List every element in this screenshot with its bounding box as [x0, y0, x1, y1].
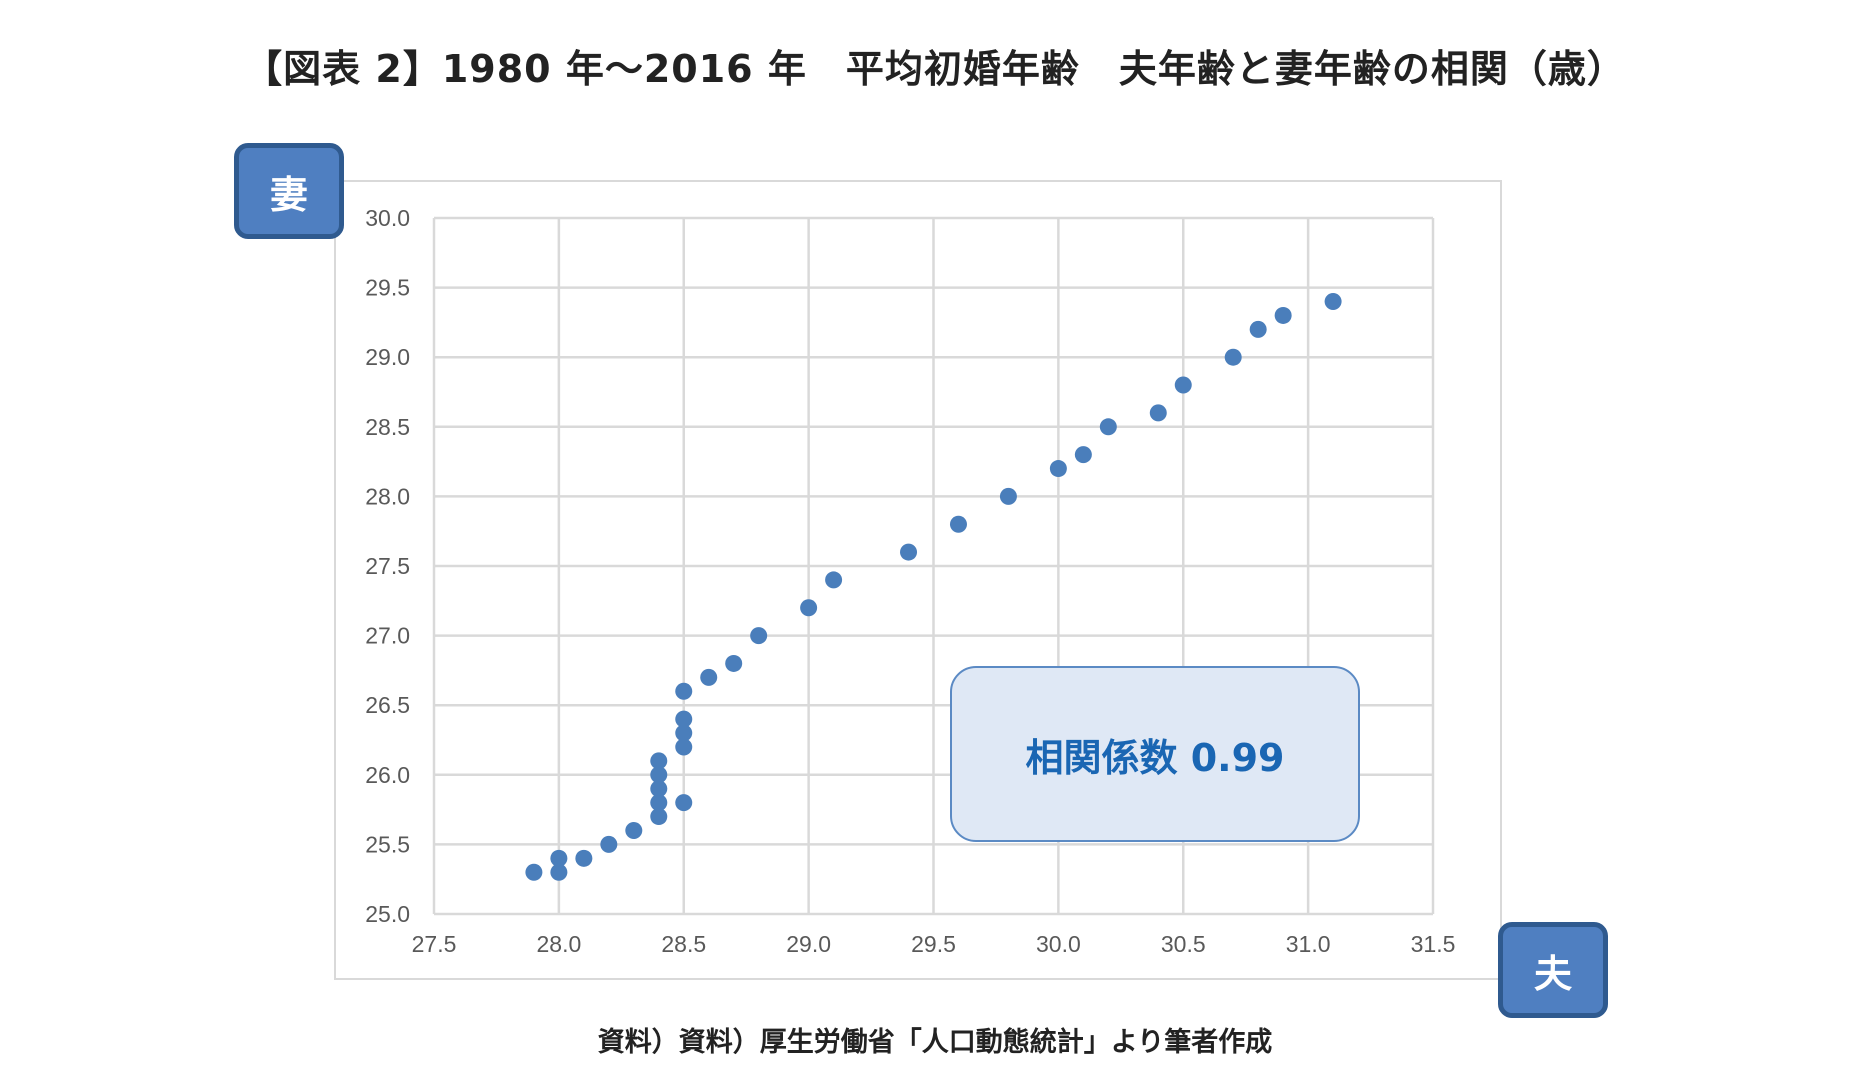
data-point	[1099, 418, 1117, 436]
data-point	[900, 543, 918, 561]
data-point	[675, 738, 693, 756]
data-point	[800, 599, 818, 617]
data-point	[999, 487, 1017, 505]
correlation-text: 相関係数 0.99	[1025, 735, 1285, 780]
y-tick-label: 25.5	[365, 831, 410, 857]
x-tick-label: 29.0	[786, 931, 831, 957]
data-point	[525, 863, 543, 881]
data-point	[550, 863, 568, 881]
data-point	[1174, 376, 1192, 394]
data-point	[1074, 446, 1092, 464]
y-tick-label: 25.0	[365, 901, 410, 927]
point-layer	[525, 293, 1342, 881]
y-tick-label: 28.5	[365, 414, 410, 440]
x-tick-label: 31.0	[1286, 931, 1331, 957]
data-point	[675, 710, 693, 728]
x-tick-label: 27.5	[412, 931, 457, 957]
data-point	[600, 835, 618, 853]
y-tick-label: 29.0	[365, 344, 410, 370]
data-point	[675, 724, 693, 742]
data-point	[625, 821, 643, 839]
source-note: 資料）資料）厚生労働省「人口動態統計」より筆者作成	[597, 1027, 1273, 1058]
data-point	[700, 668, 718, 686]
y-tick-label: 29.5	[365, 275, 410, 301]
x-axis-tag-husband: 夫	[1498, 922, 1608, 1018]
data-point	[1224, 348, 1242, 366]
data-point	[1149, 404, 1167, 422]
x-tick-label: 28.0	[536, 931, 581, 957]
data-point	[750, 627, 768, 645]
x-tick-label: 30.5	[1161, 931, 1206, 957]
data-point	[650, 794, 668, 812]
x-tick-label: 31.5	[1411, 931, 1456, 957]
chart-frame: 27.5 28.0 28.5 29.0 29.5 30.0 30.5 31.0 31.5 30.0…	[334, 180, 1502, 980]
scatter-plot: 27.5 28.0 28.5 29.0 29.5 30.0 30.5 31.0 31.5 30.0…	[365, 205, 1455, 957]
y-tick-label: 27.0	[365, 623, 410, 649]
data-point	[650, 808, 668, 826]
data-point	[1049, 460, 1067, 478]
grid-layer	[432, 216, 1435, 916]
data-point	[675, 682, 693, 700]
data-point	[1324, 293, 1342, 311]
x-tick-label: 30.0	[1036, 931, 1081, 957]
axis-layer: 27.5 28.0 28.5 29.0 29.5 30.0 30.5 31.0 31.5 30.0…	[365, 205, 1455, 957]
data-point	[650, 752, 668, 770]
chart-title: 【図表 2】1980 年～2016 年 平均初婚年齢 夫年齢と妻年齢の相関（歳）	[244, 47, 1626, 91]
y-tick-label: 28.0	[365, 483, 410, 509]
data-point	[650, 780, 668, 798]
x-tick-label: 28.5	[661, 931, 706, 957]
data-point	[650, 766, 668, 784]
y-axis-tag-wife: 妻	[234, 143, 344, 239]
data-point	[550, 849, 568, 867]
data-point	[1274, 306, 1292, 324]
data-point	[1249, 320, 1267, 338]
y-tick-label: 26.5	[365, 692, 410, 718]
data-point	[675, 794, 693, 812]
x-tick-label: 29.5	[911, 931, 956, 957]
y-tick-label: 27.5	[365, 553, 410, 579]
correlation-callout: 相関係数 0.99	[950, 666, 1360, 842]
data-point	[725, 654, 743, 672]
y-tick-label: 30.0	[365, 205, 410, 231]
data-point	[949, 515, 967, 533]
y-tick-label: 26.0	[365, 762, 410, 788]
data-point	[575, 849, 593, 867]
data-point	[825, 571, 843, 589]
